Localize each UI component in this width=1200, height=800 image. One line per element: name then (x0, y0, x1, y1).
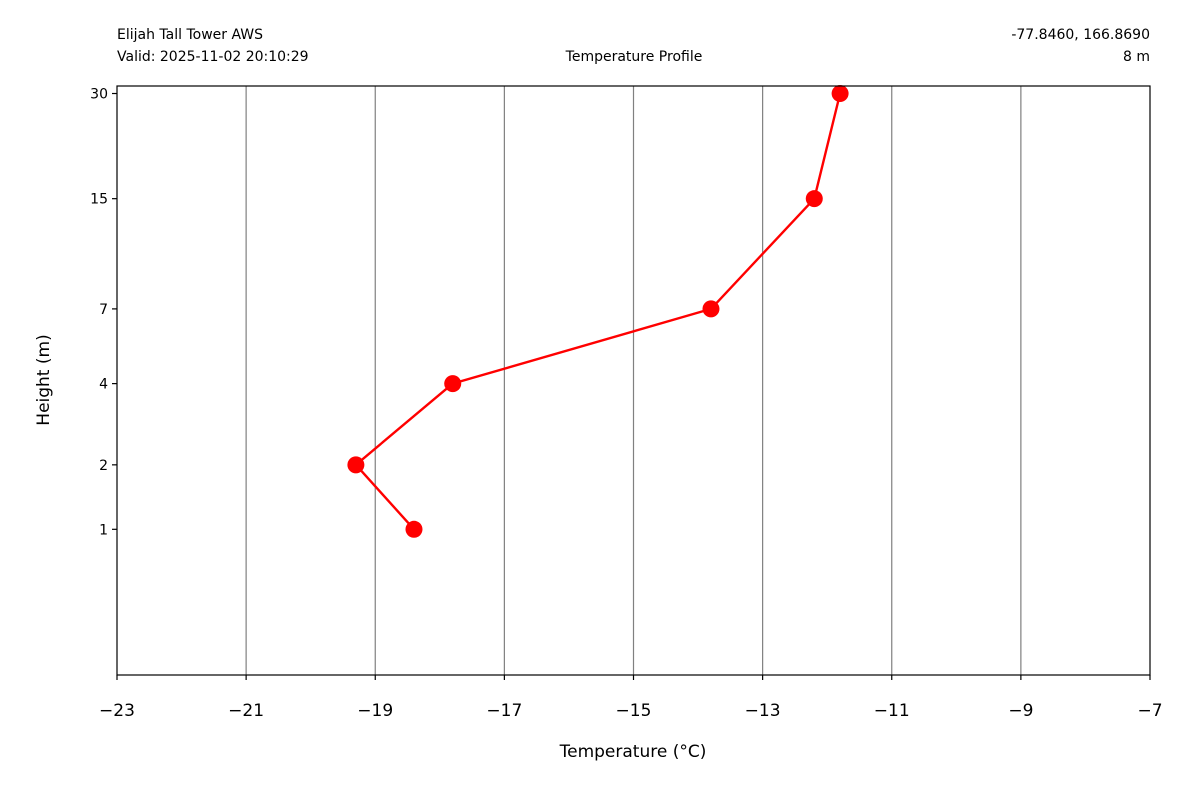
data-point (444, 375, 462, 393)
x-tick-label: −11 (874, 701, 910, 721)
station-coordinates: -77.8460, 166.8690 (1011, 27, 1150, 43)
chart-title: Temperature Profile (565, 49, 703, 65)
station-elevation: 8 m (1123, 49, 1150, 65)
x-tick-label: −7 (1137, 701, 1162, 721)
header-left: Elijah Tall Tower AWS Valid: 2025-11-02 … (117, 24, 309, 68)
tick-layer: −23 −21 −19 −17 −15 −13 −11 −9 −7 1 2 4 7 15 30 (90, 87, 1162, 721)
series-layer (347, 85, 849, 538)
data-point (405, 520, 423, 538)
y-tick-label: 7 (99, 302, 108, 318)
x-tick-label: −13 (745, 701, 781, 721)
data-point (347, 456, 365, 474)
series-line (354, 93, 842, 531)
x-tick-label: −17 (486, 701, 522, 721)
y-tick-label: 4 (99, 377, 108, 393)
y-tick-label: 2 (99, 458, 108, 474)
x-axis-label: Temperature (°C) (559, 742, 707, 762)
grid-layer (245, 86, 1022, 675)
y-tick-label: 30 (90, 87, 108, 103)
x-tick-label: −15 (616, 701, 652, 721)
x-tick-label: −19 (357, 701, 393, 721)
y-tick-label: 1 (99, 522, 108, 538)
data-point (805, 190, 823, 208)
x-tick-label: −21 (228, 701, 264, 721)
y-tick-label: 15 (90, 192, 108, 208)
header-right: -77.8460, 166.8690 8 m (1011, 24, 1150, 68)
x-tick-label: −9 (1008, 701, 1033, 721)
station-name: Elijah Tall Tower AWS (117, 27, 264, 43)
x-tick-label: −23 (99, 701, 135, 721)
valid-time: Valid: 2025-11-02 20:10:29 (117, 49, 309, 65)
y-axis-label: Height (m) (34, 334, 54, 425)
data-point (831, 85, 849, 103)
data-point (702, 300, 720, 318)
